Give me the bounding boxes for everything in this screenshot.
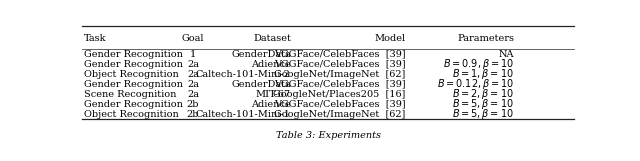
- Text: VGGFace/CelebFaces  [39]: VGGFace/CelebFaces [39]: [275, 80, 406, 89]
- Text: Adience: Adience: [251, 60, 291, 69]
- Text: Scene Recognition: Scene Recognition: [84, 90, 177, 99]
- Text: 2b: 2b: [187, 110, 199, 119]
- Text: Parameters: Parameters: [457, 34, 514, 43]
- Text: 2a: 2a: [187, 60, 199, 69]
- Text: 2a: 2a: [187, 90, 199, 99]
- Text: 2a: 2a: [187, 80, 199, 89]
- Text: Adience: Adience: [251, 100, 291, 109]
- Text: 2a: 2a: [187, 70, 199, 79]
- Text: Model: Model: [375, 34, 406, 43]
- Text: Gender Recognition: Gender Recognition: [84, 50, 183, 59]
- Text: $B=5, \beta=10$: $B=5, \beta=10$: [452, 97, 514, 111]
- Text: Task: Task: [84, 34, 106, 43]
- Text: $B=5, \beta=10$: $B=5, \beta=10$: [452, 107, 514, 121]
- Text: $B=1, \beta=10$: $B=1, \beta=10$: [452, 67, 514, 81]
- Text: GoogleNet/ImageNet  [62]: GoogleNet/ImageNet [62]: [275, 70, 406, 79]
- Text: Gender Recognition: Gender Recognition: [84, 80, 183, 89]
- Text: VGGFace/CelebFaces  [39]: VGGFace/CelebFaces [39]: [275, 60, 406, 69]
- Text: Object Recognition: Object Recognition: [84, 70, 179, 79]
- Text: GoogleNet/ImageNet  [62]: GoogleNet/ImageNet [62]: [275, 110, 406, 119]
- Text: VGGFace/CelebFaces  [39]: VGGFace/CelebFaces [39]: [275, 100, 406, 109]
- Text: $B=2, \beta=10$: $B=2, \beta=10$: [452, 87, 514, 101]
- Text: GoogleNet/Places205  [16]: GoogleNet/Places205 [16]: [273, 90, 406, 99]
- Text: MIT-67: MIT-67: [255, 90, 291, 99]
- Text: Gender Recognition: Gender Recognition: [84, 60, 183, 69]
- Text: Goal: Goal: [182, 34, 204, 43]
- Text: Caltech-101-Mini-2: Caltech-101-Mini-2: [196, 70, 291, 79]
- Text: 1: 1: [190, 50, 196, 59]
- Text: 2b: 2b: [187, 100, 199, 109]
- Text: Gender Recognition: Gender Recognition: [84, 100, 183, 109]
- Text: Table 3: Experiments: Table 3: Experiments: [275, 131, 381, 140]
- Text: Object Recognition: Object Recognition: [84, 110, 179, 119]
- Text: NA: NA: [499, 50, 514, 59]
- Text: $B=0.12, \beta=10$: $B=0.12, \beta=10$: [436, 77, 514, 91]
- Text: GenderData: GenderData: [231, 50, 291, 59]
- Text: VGGFace/CelebFaces  [39]: VGGFace/CelebFaces [39]: [275, 50, 406, 59]
- Text: $B=0.9, \beta=10$: $B=0.9, \beta=10$: [443, 57, 514, 71]
- Text: Dataset: Dataset: [253, 34, 291, 43]
- Text: Caltech-101-Mini-1: Caltech-101-Mini-1: [196, 110, 291, 119]
- Text: GenderData: GenderData: [231, 80, 291, 89]
